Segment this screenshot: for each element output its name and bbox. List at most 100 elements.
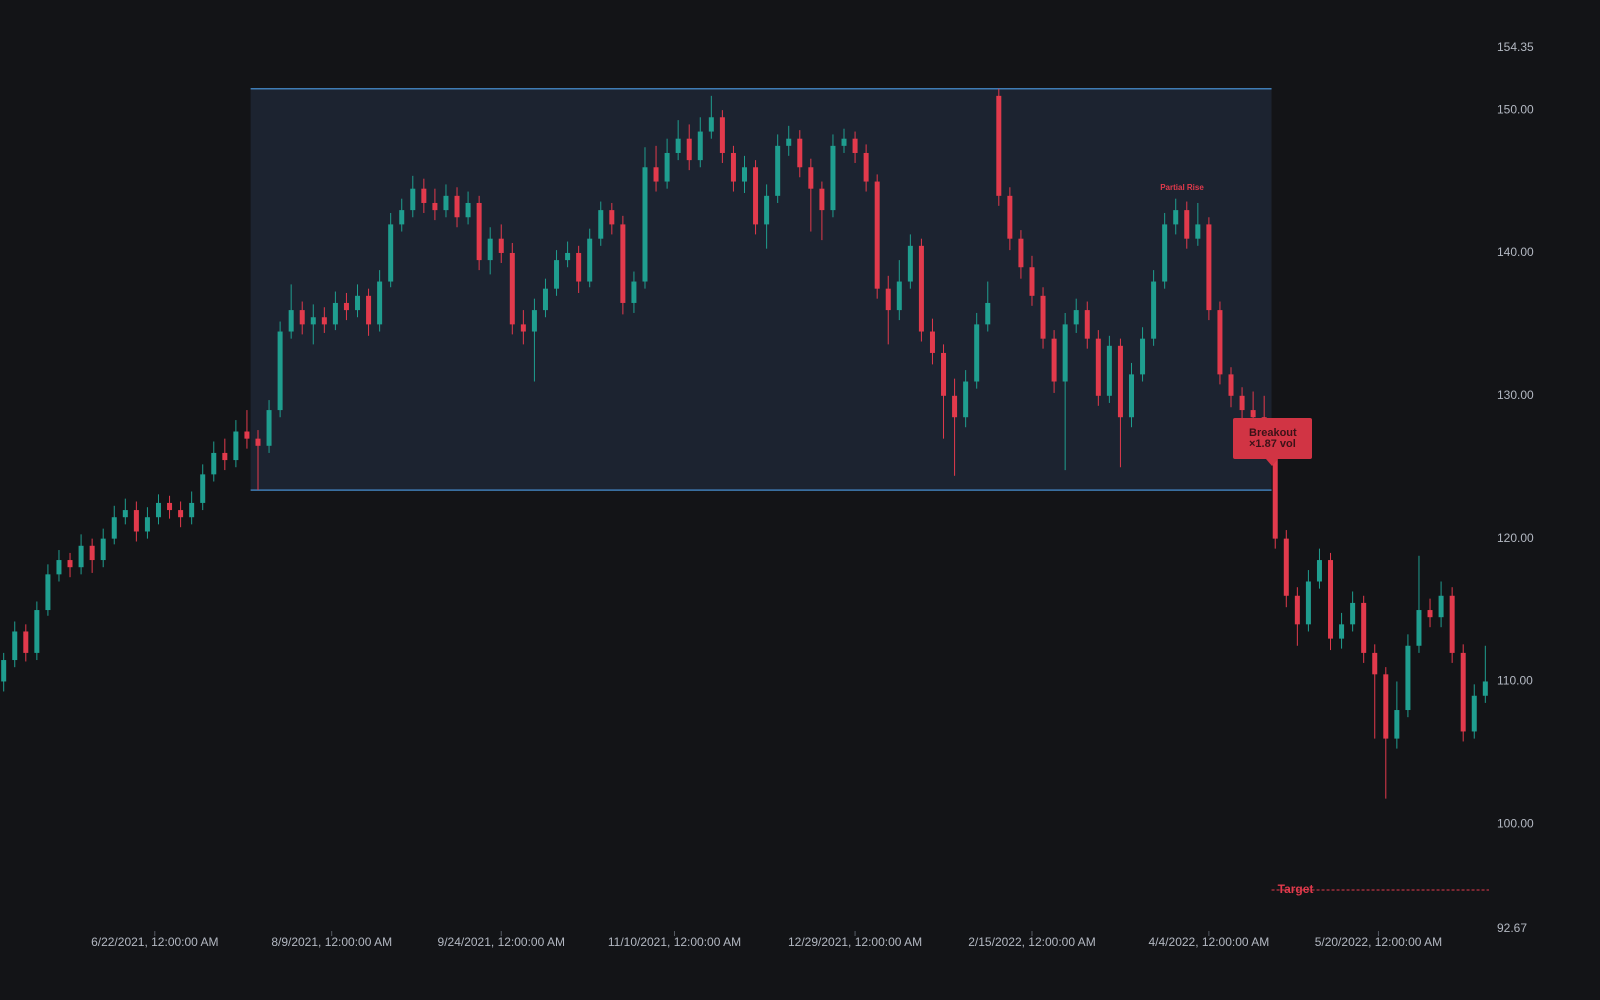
candle-body (1405, 645, 1411, 711)
candle-body (797, 138, 803, 168)
candle-body (686, 138, 692, 161)
candle-body (1283, 538, 1289, 596)
candle-body (288, 310, 294, 332)
candle-body (1449, 595, 1455, 653)
candle-body (1128, 374, 1134, 418)
candle-body (675, 138, 681, 153)
candle-body (321, 317, 327, 325)
candle-body (1184, 210, 1190, 239)
candle-body (1339, 624, 1345, 639)
candle-body (963, 381, 969, 418)
candle-body (200, 474, 206, 503)
candle-body (1438, 595, 1444, 618)
candle-body (808, 167, 814, 189)
candle-body (1383, 674, 1389, 739)
candle-body (929, 331, 935, 353)
y-tick-label: 150.00 (1497, 102, 1534, 116)
candle-body (1228, 374, 1234, 396)
candle-body (520, 324, 526, 332)
candle-body (1162, 224, 1168, 282)
candle-body (12, 631, 18, 661)
candle-body (852, 138, 858, 153)
candle-body (332, 302, 338, 325)
range-box (250, 88, 1272, 491)
candle-body (421, 188, 427, 203)
x-tick-label: 2/15/2022, 12:00:00 AM (968, 935, 1095, 949)
candle-body (211, 452, 217, 475)
candle-body (918, 245, 924, 332)
candle-body (941, 352, 947, 396)
breakout-title: Breakout (1249, 427, 1297, 439)
tooltip-pointer (1266, 459, 1278, 466)
candle-body (1018, 238, 1024, 268)
candle-body (144, 517, 150, 532)
candle-body (786, 138, 792, 146)
candle-body (343, 302, 349, 311)
candle-body (1394, 710, 1400, 739)
candle-body (1206, 224, 1212, 311)
candle-body (111, 517, 117, 539)
breakout-tooltip: Breakout×1.87 vol (1233, 418, 1312, 466)
candle-body (1140, 338, 1146, 375)
candle-body (310, 317, 316, 325)
x-tick-label: 9/24/2021, 12:00:00 AM (438, 935, 565, 949)
y-tick-label: 120.00 (1497, 531, 1534, 545)
candle-body (233, 431, 239, 461)
candle-body (1095, 338, 1101, 396)
candle-body (576, 252, 582, 282)
candle-body (1106, 345, 1112, 396)
candle-body (1416, 610, 1422, 646)
candle-body (764, 195, 770, 225)
tooltip-box (1233, 418, 1312, 459)
candle-body (885, 288, 891, 311)
candle-body (388, 224, 394, 282)
candle-body (1482, 681, 1488, 696)
candle-body (78, 545, 84, 568)
candle-body (1040, 295, 1046, 339)
candle-body (1029, 267, 1035, 296)
candle-body (454, 195, 460, 218)
candle-body (1073, 310, 1079, 325)
y-tick-label: 154.35 (1497, 40, 1534, 54)
candle-body (34, 610, 40, 653)
candle-body (1051, 338, 1057, 382)
candle-body (133, 510, 139, 532)
candle-body (1316, 560, 1322, 582)
candle-body (1460, 652, 1466, 732)
candle-body (432, 202, 438, 211)
candle-body (631, 281, 637, 303)
candle-body (841, 138, 847, 146)
candle-body (730, 152, 736, 182)
candle-body (1173, 210, 1179, 225)
candle-body (167, 502, 173, 511)
candle-body (819, 188, 825, 211)
x-tick-label: 6/22/2021, 12:00:00 AM (91, 935, 218, 949)
candle-body (45, 574, 51, 611)
candle-body (67, 560, 73, 568)
candle-body (89, 545, 95, 561)
candle-body (1427, 610, 1433, 618)
candle-body (642, 167, 648, 282)
candle-body (122, 510, 128, 518)
target-label: Target (1278, 882, 1314, 896)
candle-body (653, 167, 659, 182)
candle-body (609, 210, 615, 225)
candle-body (222, 452, 228, 461)
candle-body (443, 195, 449, 211)
candle-body (697, 131, 703, 161)
candle-body (1, 660, 7, 682)
candle-body (410, 188, 416, 211)
candle-body (1084, 310, 1090, 339)
candle-body (1239, 395, 1245, 411)
candle-body (299, 310, 305, 325)
candle-body (775, 145, 781, 196)
candle-body (476, 202, 482, 261)
y-tick-label: 140.00 (1497, 245, 1534, 259)
candle-body (587, 238, 593, 282)
candle-body (719, 117, 725, 153)
candle-body (1361, 602, 1367, 653)
x-tick-label: 8/9/2021, 12:00:00 AM (271, 935, 392, 949)
candle-body (1195, 224, 1201, 239)
y-tick-label: 100.00 (1497, 816, 1534, 830)
